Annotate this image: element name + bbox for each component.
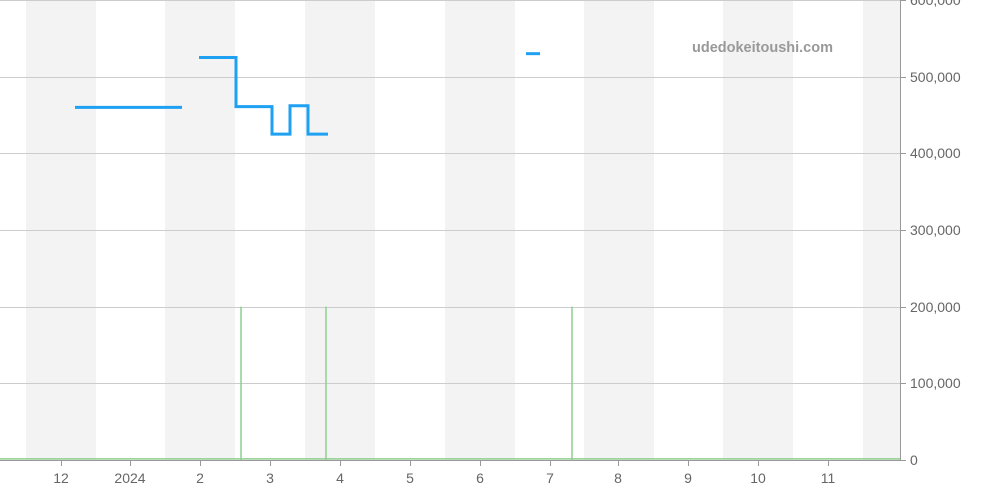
y-tick-label: 400,000: [910, 145, 961, 161]
y-tick-label: 500,000: [910, 69, 961, 85]
plot-area: [0, 0, 900, 460]
y-tick-label: 100,000: [910, 375, 961, 391]
y-tick-label: 600,000: [910, 0, 961, 8]
x-tick-label: 6: [476, 470, 484, 486]
x-tick-label: 10: [750, 470, 766, 486]
price-chart: 0 100,000 200,000 300,000 400,000 500,000 600,…: [0, 0, 1000, 500]
y-axis-line: [900, 0, 901, 460]
x-tick-label: 2024: [114, 470, 145, 486]
x-tick-label: 8: [614, 470, 622, 486]
y-tick-label: 0: [910, 452, 918, 468]
x-tick-label: 11: [821, 470, 836, 486]
y-tick-label: 300,000: [910, 222, 961, 238]
blue-line-segment: [199, 58, 328, 135]
x-tick-label: 3: [266, 470, 274, 486]
x-tick-label: 2: [196, 470, 204, 486]
x-axis-line: [0, 460, 900, 461]
x-tick-label: 5: [406, 470, 414, 486]
x-tick-label: 9: [684, 470, 692, 486]
x-tick-label: 7: [546, 470, 554, 486]
y-tick-mark: [900, 460, 906, 461]
chart-lines: [0, 0, 900, 460]
y-tick-label: 200,000: [910, 299, 961, 315]
x-tick-label: 4: [336, 470, 344, 486]
x-tick-label: 12: [53, 470, 69, 486]
watermark: udedokeitoushi.com: [692, 40, 833, 56]
